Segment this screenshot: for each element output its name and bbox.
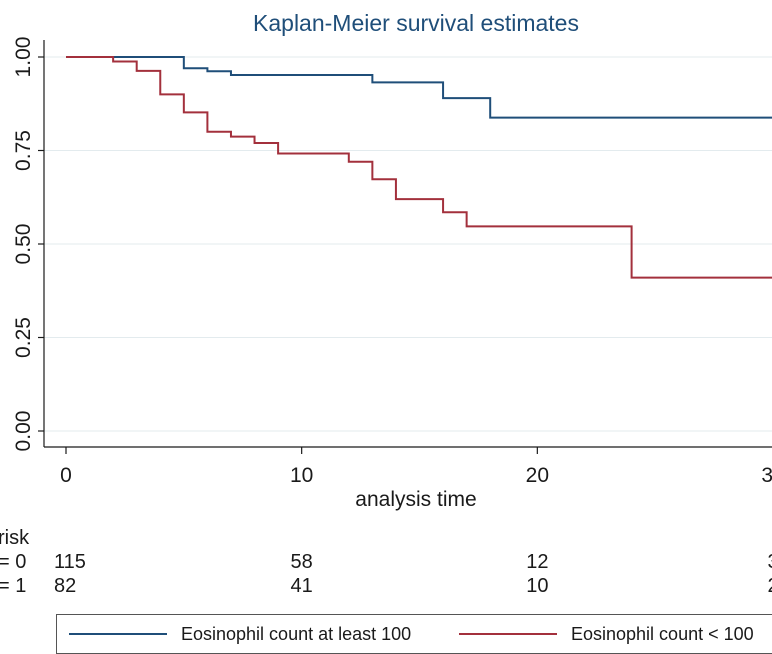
legend-label-series-1: Eosinophil count < 100 bbox=[571, 623, 754, 644]
chart-title: Kaplan-Meier survival estimates bbox=[253, 10, 579, 36]
legend-item-series-1: Eosinophil count < 100 bbox=[459, 623, 754, 645]
legend-item-series-0: Eosinophil count at least 100 bbox=[69, 623, 411, 645]
legend-swatch-series-0 bbox=[69, 633, 167, 635]
y-tick-label-1: 0.25 bbox=[12, 317, 35, 358]
risk-cell-0-2: 12 bbox=[526, 551, 548, 573]
y-tick-label-3: 0.75 bbox=[12, 130, 35, 171]
risk-cell-0-1: 58 bbox=[291, 551, 313, 573]
y-tick-label-2: 0.50 bbox=[12, 224, 35, 265]
risk-cell-1-2: 10 bbox=[526, 575, 548, 597]
survival-curve-series-1 bbox=[66, 56, 772, 279]
x-tick-label-1: 10 bbox=[290, 464, 313, 487]
risk-cell-1-1: 41 bbox=[291, 575, 313, 597]
risk-cell-0-3: 3 bbox=[767, 551, 772, 573]
survival-curve-series-0 bbox=[66, 56, 772, 119]
risk-cell-0-0: 115 bbox=[54, 551, 86, 573]
risk-row-label-0: = 0 bbox=[0, 551, 26, 573]
risk-cell-1-0: 82 bbox=[54, 575, 76, 597]
legend-swatch-series-1 bbox=[459, 633, 557, 635]
y-tick-label-0: 0.00 bbox=[12, 411, 35, 452]
x-tick-label-0: 0 bbox=[60, 464, 72, 487]
x-tick-label-3: 30 bbox=[761, 464, 772, 487]
x-tick-label-2: 20 bbox=[526, 464, 549, 487]
legend-label-series-0: Eosinophil count at least 100 bbox=[181, 623, 412, 644]
risk-cell-1-3: 2 bbox=[767, 575, 772, 597]
risk-row-label-1: = 1 bbox=[0, 575, 26, 597]
legend: Eosinophil count at least 100 Eosinophil… bbox=[56, 614, 772, 654]
y-tick-label-4: 1.00 bbox=[12, 37, 35, 78]
x-axis-label: analysis time bbox=[355, 488, 476, 511]
risk-table-title: risk bbox=[0, 527, 30, 549]
